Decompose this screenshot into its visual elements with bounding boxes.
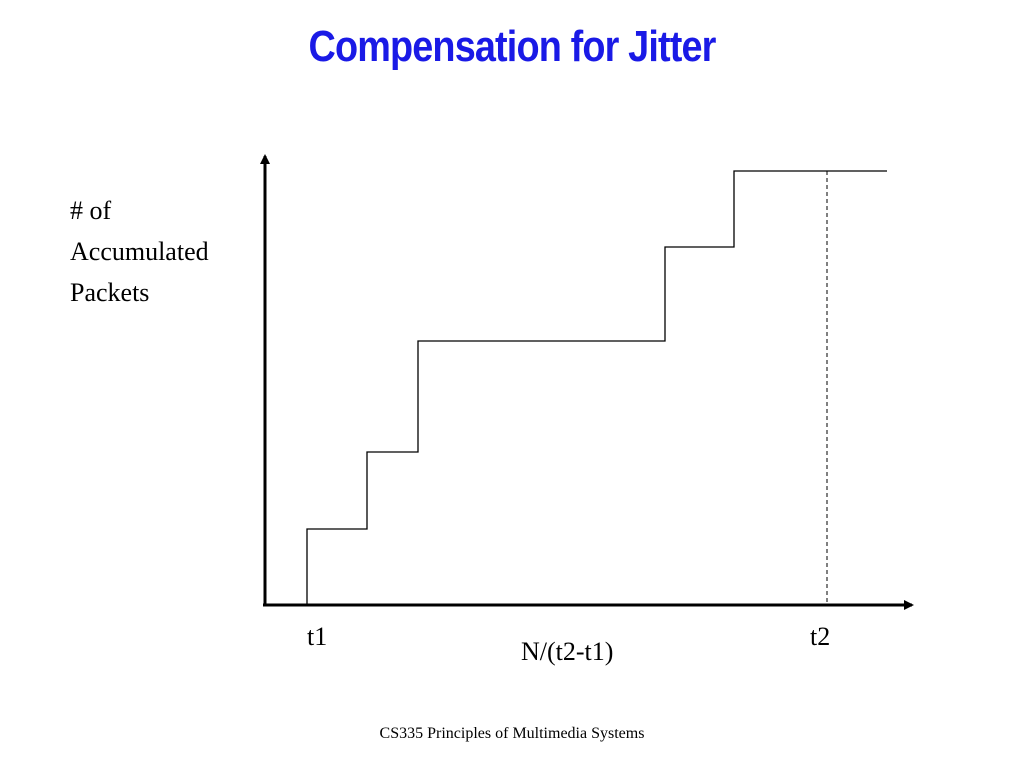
- y-axis-label: # of Accumulated Packets: [70, 190, 209, 313]
- y-axis-label-line-1: # of: [70, 196, 112, 225]
- x-axis-label: N/(t2-t1): [521, 637, 614, 666]
- slide-title: Compensation for Jitter: [308, 22, 716, 71]
- y-axis-label-line-3: Packets: [70, 278, 150, 307]
- tick-label-t2: t2: [810, 622, 831, 651]
- y-axis-label-line-2: Accumulated: [70, 237, 209, 266]
- tick-label-t1: t1: [307, 622, 328, 651]
- slide-footer: CS335 Principles of Multimedia Systems: [379, 725, 645, 742]
- accumulated-packets-step-curve: [306, 170, 887, 605]
